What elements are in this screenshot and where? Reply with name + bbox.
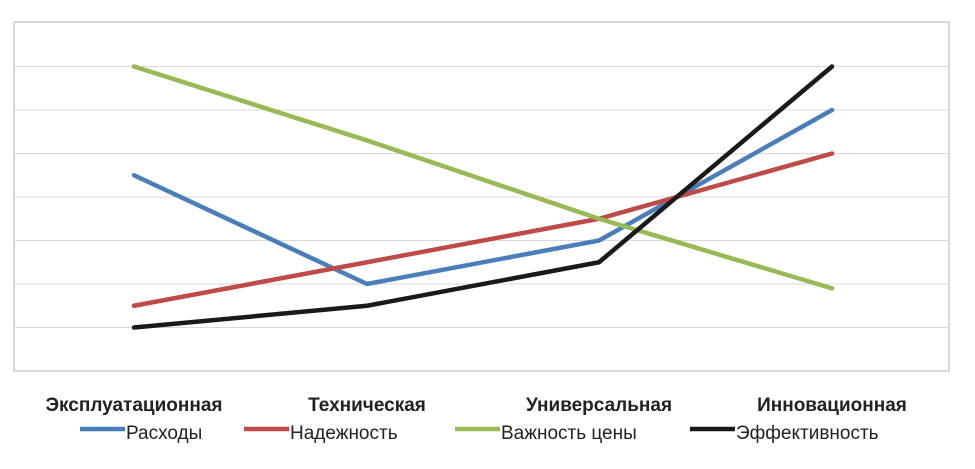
legend-label: Эффективность: [736, 423, 879, 444]
category-label: Техническая: [308, 395, 426, 416]
legend-label: Расходы: [126, 423, 202, 444]
legend: Расходы Надежность Важность цены Эффективно…: [80, 423, 879, 444]
series-line: [131, 64, 835, 330]
category-label: Инновационная: [757, 395, 907, 416]
series-line: [131, 64, 835, 291]
category-label: Эксплуатационная: [46, 395, 223, 416]
series-lines: [131, 64, 835, 330]
legend-label: Важность цены: [501, 423, 637, 444]
gridlines: [14, 66, 949, 328]
series-line: [131, 151, 835, 308]
category-axis-labels: Эксплуатационная Техническая Универсальная…: [46, 395, 907, 416]
category-label: Универсальная: [526, 395, 672, 416]
legend-label: Надежность: [290, 423, 398, 444]
series-line: [131, 107, 835, 287]
